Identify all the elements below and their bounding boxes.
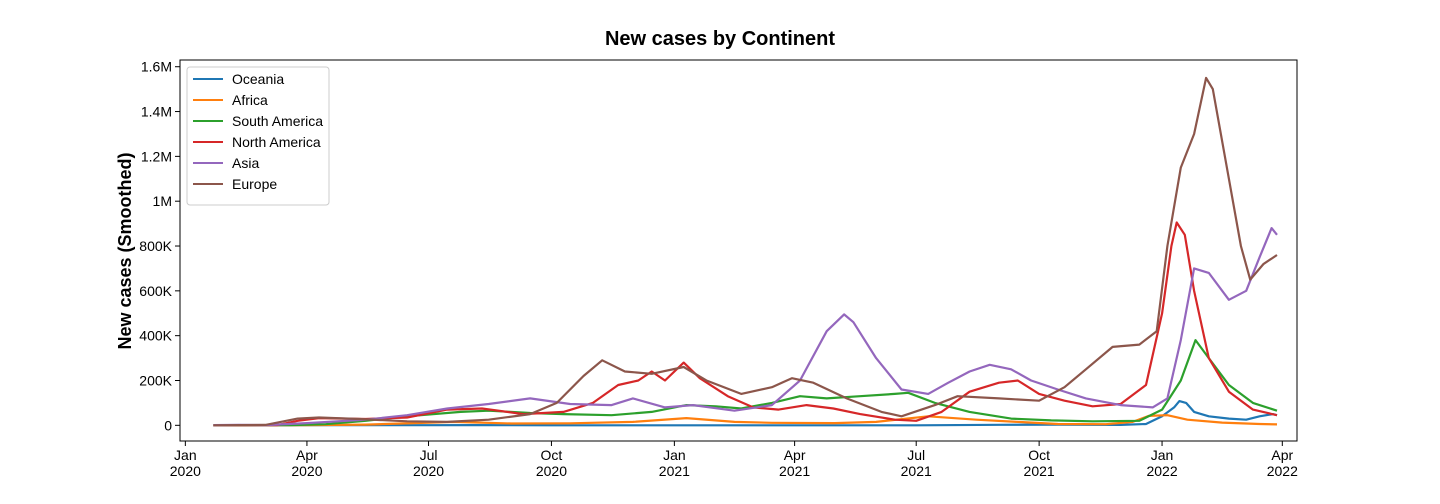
series-layer	[213, 76, 1278, 427]
x-tick-year-label: 2020	[536, 463, 567, 479]
chart-title: New cases by Continent	[605, 28, 835, 50]
x-tick-year-label: 2021	[659, 463, 690, 479]
x-axis: Jan2020Apr2020Jul2020Oct2020Jan2021Apr20…	[170, 441, 1298, 479]
x-tick-label: Apr	[1271, 447, 1293, 463]
y-tick-label: 1.2M	[141, 148, 172, 164]
y-tick-label: 1M	[153, 193, 172, 209]
series-line-asia	[213, 227, 1278, 427]
series-line-south-america	[213, 339, 1278, 427]
x-tick-label: Oct	[541, 447, 563, 463]
x-tick-label: Jul	[907, 447, 925, 463]
series-line-oceania	[213, 400, 1278, 427]
x-tick-year-label: 2020	[413, 463, 444, 479]
y-tick-label: 800K	[139, 238, 172, 254]
x-tick-label: Apr	[784, 447, 806, 463]
x-tick-label: Jan	[1151, 447, 1174, 463]
legend-label-north-america: North America	[232, 134, 321, 150]
legend-label-asia: Asia	[232, 155, 259, 171]
legend-label-oceania: Oceania	[232, 71, 284, 87]
x-tick-label: Oct	[1028, 447, 1050, 463]
y-axis-label: New cases (Smoothed)	[115, 152, 135, 349]
x-tick-label: Jan	[663, 447, 686, 463]
x-tick-year-label: 2021	[1024, 463, 1055, 479]
y-axis: 0 200K 400K 600K 800K 1M 1.2M 1.4M 1.6M	[139, 59, 180, 433]
y-tick-label: 1.4M	[141, 104, 172, 120]
y-tick-label: 200K	[139, 372, 172, 388]
y-tick-label: 600K	[139, 283, 172, 299]
x-tick-label: Jan	[174, 447, 197, 463]
x-tick-year-label: 2021	[901, 463, 932, 479]
legend-box	[186, 66, 330, 206]
x-tick-year-label: 2021	[779, 463, 810, 479]
y-tick-label: 1.6M	[141, 59, 172, 75]
plot-frame	[179, 59, 1298, 442]
x-tick-label: Jul	[420, 447, 438, 463]
legend-label-south-america: South America	[232, 113, 323, 129]
y-tick-label: 400K	[139, 328, 172, 344]
series-line-europe	[213, 76, 1278, 427]
x-tick-year-label: 2020	[170, 463, 201, 479]
legend: Oceania Africa South America North America A…	[186, 66, 330, 206]
x-tick-year-label: 2022	[1146, 463, 1177, 479]
legend-label-europe: Europe	[232, 176, 277, 192]
legend-label-africa: Africa	[232, 92, 268, 108]
x-tick-year-label: 2020	[291, 463, 322, 479]
x-tick-label: Apr	[296, 447, 318, 463]
y-tick-label: 0	[164, 417, 172, 433]
x-tick-year-label: 2022	[1267, 463, 1298, 479]
series-line-north-america	[213, 221, 1278, 427]
